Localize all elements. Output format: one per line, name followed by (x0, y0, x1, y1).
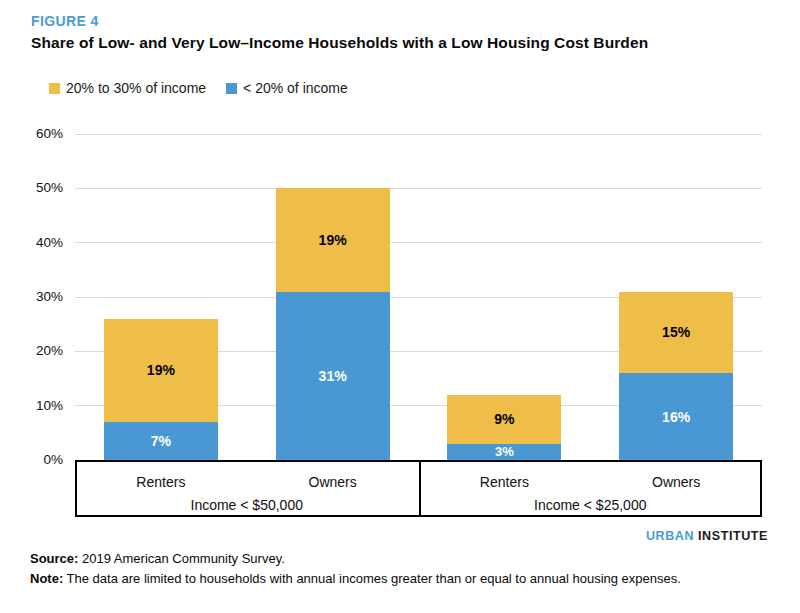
y-axis-tick-label: 20% (0, 343, 63, 359)
urban-institute-logo: URBAN INSTITUTE (646, 529, 768, 543)
y-axis-tick-label: 30% (0, 289, 63, 305)
group-label-under-50k: Income < $50,000 (127, 497, 367, 513)
category-label-renters-under-25k: Renters (444, 474, 564, 490)
bar-segment-owners-under-25k-yellow: 15% (619, 292, 733, 374)
figure-page: FIGURE 4 Share of Low- and Very Low–Inco… (0, 0, 800, 613)
bar-value-label: 3% (495, 444, 514, 459)
source-line: Source: 2019 American Community Survey. (30, 551, 285, 566)
y-axis-tick-label: 60% (0, 126, 63, 142)
source-text: 2019 American Community Survey. (78, 551, 284, 566)
y-axis-tick-label: 0% (0, 452, 63, 468)
y-axis-tick-label: 40% (0, 235, 63, 251)
x-axis-group-box: Renters Owners Renters Owners Income < $50,0… (75, 460, 762, 517)
bar-value-label: 9% (494, 411, 514, 427)
category-label-owners-under-25k: Owners (616, 474, 736, 490)
bar-value-label: 16% (662, 409, 690, 425)
category-label-renters-under-50k: Renters (101, 474, 221, 490)
group-label-under-25k: Income < $25,000 (470, 497, 710, 513)
gridline-60 (75, 134, 762, 135)
logo-institute-text: INSTITUTE (698, 529, 768, 543)
gridline-50 (75, 188, 762, 189)
gridline-40 (75, 242, 762, 243)
y-axis-tick-label: 50% (0, 180, 63, 196)
bar-value-label: 19% (147, 362, 175, 378)
logo-urban-text: URBAN (646, 529, 694, 543)
bar-segment-renters-under-50k-blue: 7% (104, 422, 218, 460)
bar-segment-renters-under-50k-yellow: 19% (104, 319, 218, 422)
bar-segment-renters-under-25k-yellow: 9% (447, 395, 561, 444)
bar-segment-owners-under-50k-blue: 31% (276, 292, 390, 460)
stacked-bar-chart: 0% 10% 20% 30% 40% 50% 60% 7% 19% 31% 19% 3% 9% 16% 15… (0, 0, 800, 613)
bar-value-label: 19% (319, 232, 347, 248)
group-divider (419, 462, 421, 515)
bar-value-label: 7% (151, 433, 171, 449)
bar-segment-renters-under-25k-blue: 3% (447, 444, 561, 460)
note-line: Note: The data are limited to households… (30, 571, 681, 586)
note-label: Note: (30, 571, 63, 586)
y-axis-tick-label: 10% (0, 398, 63, 414)
bar-segment-owners-under-50k-yellow: 19% (276, 188, 390, 291)
bar-value-label: 15% (662, 324, 690, 340)
note-text: The data are limited to households with … (63, 571, 681, 586)
bar-segment-owners-under-25k-blue: 16% (619, 373, 733, 460)
source-label: Source: (30, 551, 78, 566)
category-label-owners-under-50k: Owners (273, 474, 393, 490)
bar-value-label: 31% (319, 368, 347, 384)
